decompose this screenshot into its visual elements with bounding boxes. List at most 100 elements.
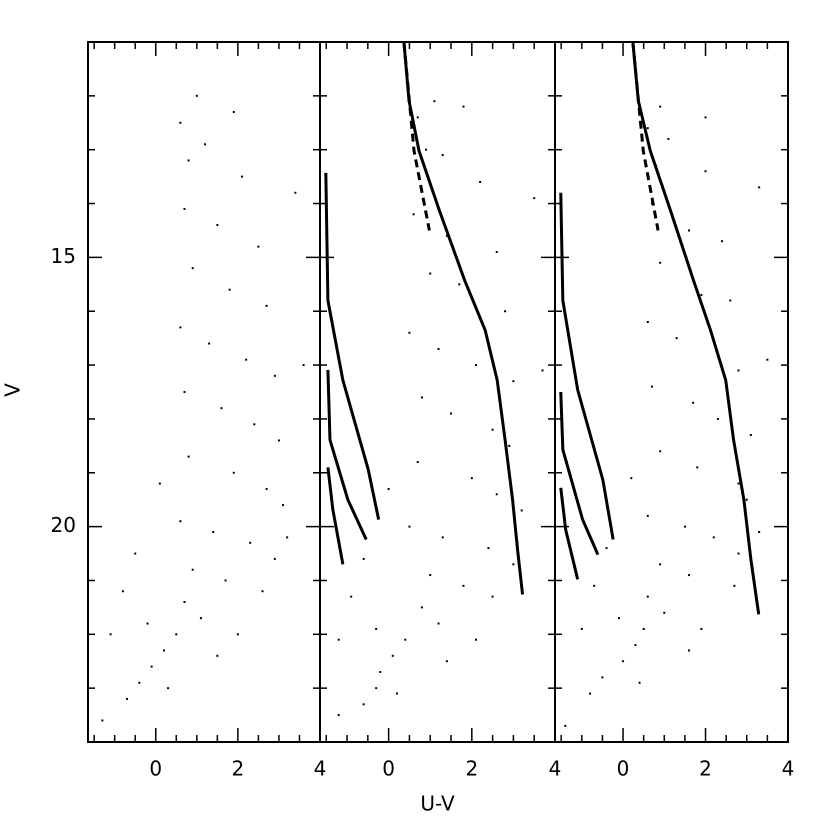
star-point	[745, 498, 748, 501]
star-point	[659, 105, 662, 108]
isochrone	[559, 391, 600, 556]
star-point	[441, 154, 444, 157]
star-point	[286, 536, 289, 539]
star-point	[504, 310, 507, 313]
star-point	[277, 439, 280, 442]
star-point	[429, 574, 432, 577]
star-point	[121, 590, 124, 593]
y-tick-label: 20	[51, 513, 76, 537]
star-point	[589, 692, 592, 695]
star-point	[474, 364, 477, 367]
isochrone	[402, 42, 525, 595]
star-point	[224, 579, 227, 582]
star-point	[167, 687, 170, 690]
star-point	[146, 622, 149, 625]
isochrone	[402, 42, 431, 231]
star-point	[462, 105, 465, 108]
star-point	[688, 574, 691, 577]
star-point	[729, 299, 732, 302]
star-point	[183, 601, 186, 603]
star-point	[387, 487, 390, 490]
star-point	[408, 525, 411, 528]
star-point	[688, 229, 691, 232]
star-point	[659, 563, 662, 566]
star-point	[183, 207, 186, 210]
star-point	[474, 638, 477, 641]
star-point	[232, 111, 235, 113]
star-point	[261, 590, 264, 593]
star-point	[245, 358, 248, 361]
star-point	[408, 331, 411, 334]
x-tick-label: 4	[549, 757, 562, 781]
star-point	[491, 428, 494, 431]
star-point	[162, 649, 165, 652]
star-point	[212, 531, 215, 533]
star-point	[634, 644, 637, 647]
star-point	[683, 525, 686, 528]
star-point	[429, 272, 432, 275]
star-point	[638, 681, 641, 684]
star-point	[433, 100, 436, 103]
star-point	[134, 552, 137, 555]
star-point	[294, 191, 297, 194]
star-point	[208, 342, 211, 345]
star-point	[646, 321, 649, 323]
star-point	[630, 477, 633, 480]
star-point	[564, 724, 567, 727]
star-point	[375, 627, 378, 630]
star-point	[642, 627, 645, 630]
star-point	[737, 369, 740, 372]
x-tick-label: 2	[699, 757, 712, 781]
star-point	[700, 294, 703, 297]
star-point	[375, 687, 378, 690]
star-point	[187, 159, 190, 162]
star-point	[470, 477, 473, 480]
star-point	[150, 665, 153, 668]
star-point	[737, 482, 740, 485]
star-point	[126, 697, 129, 700]
star-point	[404, 638, 407, 641]
star-point	[437, 622, 440, 625]
star-point	[512, 563, 515, 566]
star-point	[646, 127, 649, 130]
star-point	[362, 557, 365, 560]
star-point	[675, 337, 678, 340]
star-point	[273, 557, 276, 560]
isochrone	[326, 369, 368, 541]
star-point	[593, 584, 596, 587]
y-tick-label: 15	[51, 244, 76, 268]
isochrone	[559, 487, 580, 580]
isochrone	[324, 172, 381, 520]
star-point	[253, 423, 256, 426]
star-point	[183, 391, 186, 393]
star-point	[441, 536, 444, 539]
star-point	[622, 660, 625, 663]
star-point	[265, 487, 268, 490]
star-point	[495, 251, 498, 253]
star-point	[733, 584, 736, 587]
star-point	[541, 369, 544, 372]
star-point	[191, 568, 194, 571]
star-point	[362, 703, 365, 706]
star-point	[232, 471, 235, 474]
panel-frame	[87, 41, 321, 743]
star-point	[249, 541, 252, 544]
star-point	[663, 611, 666, 614]
star-point	[101, 719, 104, 722]
star-point	[199, 617, 202, 620]
star-point	[179, 121, 182, 124]
star-point	[228, 288, 231, 291]
x-tick-label: 0	[382, 757, 395, 781]
star-point	[712, 536, 715, 539]
star-point	[721, 240, 724, 243]
star-point	[187, 455, 190, 458]
star-point	[204, 143, 207, 146]
star-point	[458, 283, 461, 286]
star-point	[412, 213, 415, 216]
y-axis-label: V	[1, 383, 25, 397]
star-point	[216, 654, 219, 657]
star-point	[191, 267, 194, 270]
star-point	[416, 116, 419, 119]
star-point	[420, 606, 423, 609]
star-point	[257, 245, 260, 248]
